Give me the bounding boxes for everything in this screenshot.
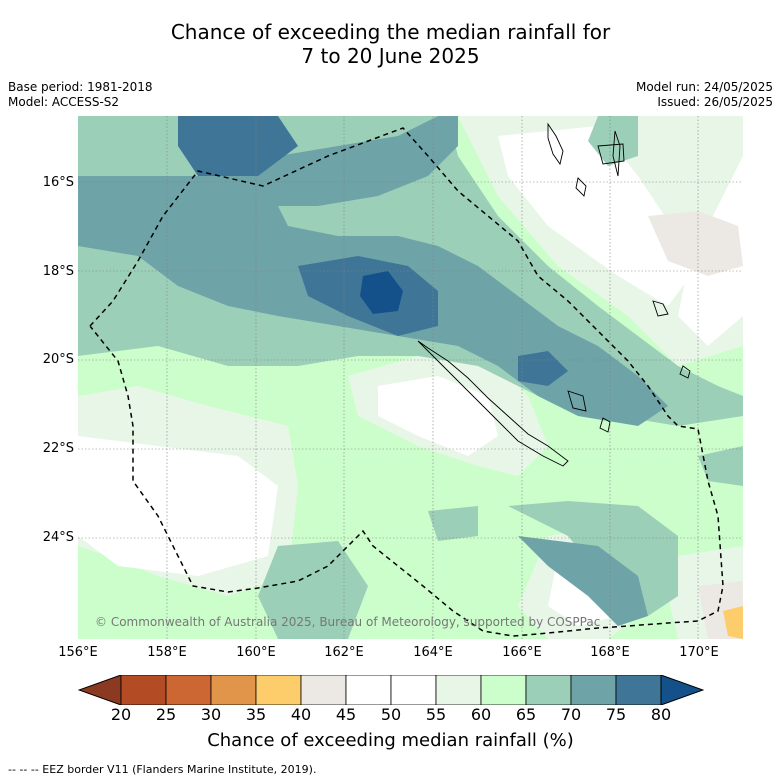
lon-label-156e: 156°E xyxy=(48,645,108,660)
colorbar-cell xyxy=(436,675,481,705)
model-name: Model: ACCESS-S2 xyxy=(8,95,153,110)
lat-label-20s: 20°S xyxy=(36,352,74,367)
colorbar-cell xyxy=(391,675,436,705)
colorbar-cell xyxy=(256,675,301,705)
colorbar-tick-label: 20 xyxy=(101,705,141,724)
colorbar-under-triangle xyxy=(79,675,121,705)
colorbar-tick-label: 25 xyxy=(146,705,186,724)
colorbar-cell xyxy=(571,675,616,705)
lon-label-164e: 164°E xyxy=(403,645,463,660)
colorbar-tick-label: 60 xyxy=(461,705,501,724)
colorbar-cell xyxy=(346,675,391,705)
colorbar-cell xyxy=(526,675,571,705)
model-run: Model run: 24/05/2025 xyxy=(636,80,773,95)
colorbar-over-triangle xyxy=(661,675,703,705)
map-canvas xyxy=(78,116,743,639)
colorbar xyxy=(78,675,704,705)
colorbar-cell xyxy=(616,675,661,705)
colorbar-tick-label: 55 xyxy=(416,705,456,724)
colorbar-tick-label: 65 xyxy=(506,705,546,724)
colorbar-tick-label: 70 xyxy=(551,705,591,724)
lon-label-160e: 160°E xyxy=(226,645,286,660)
colorbar-cell xyxy=(166,675,211,705)
colorbar-cell xyxy=(211,675,256,705)
colorbar-tick-label: 45 xyxy=(326,705,366,724)
lon-label-170e: 170°E xyxy=(669,645,729,660)
title-line-2: 7 to 20 June 2025 xyxy=(0,44,781,68)
lat-label-24s: 24°S xyxy=(36,530,74,545)
map-title: Chance of exceeding the median rainfall … xyxy=(0,20,781,68)
lon-label-166e: 166°E xyxy=(492,645,552,660)
colorbar-tick-label: 30 xyxy=(191,705,231,724)
base-period: Base period: 1981-2018 xyxy=(8,80,153,95)
issued-date: Issued: 26/05/2025 xyxy=(636,95,773,110)
colorbar-tick-label: 35 xyxy=(236,705,276,724)
meta-left: Base period: 1981-2018 Model: ACCESS-S2 xyxy=(8,80,153,110)
lon-label-162e: 162°E xyxy=(314,645,374,660)
colorbar-title: Chance of exceeding median rainfall (%) xyxy=(0,730,781,751)
colorbar-tick-label: 75 xyxy=(596,705,636,724)
copyright-notice: © Commonwealth of Australia 2025, Bureau… xyxy=(95,615,600,629)
lon-label-168e: 168°E xyxy=(580,645,640,660)
colorbar-cell xyxy=(481,675,526,705)
colorbar-cells xyxy=(79,675,703,705)
colorbar-tick-label: 40 xyxy=(281,705,321,724)
rainfall-map xyxy=(78,116,743,639)
meta-right: Model run: 24/05/2025 Issued: 26/05/2025 xyxy=(636,80,773,110)
title-line-1: Chance of exceeding the median rainfall … xyxy=(0,20,781,44)
colorbar-cell xyxy=(121,675,166,705)
eez-legend: -- -- -- EEZ border V11 (Flanders Marine… xyxy=(8,763,316,776)
colorbar-tick-label: 50 xyxy=(371,705,411,724)
lat-label-18s: 18°S xyxy=(36,264,74,279)
colorbar-tick-label: 80 xyxy=(641,705,681,724)
colorbar-cell xyxy=(301,675,346,705)
lon-label-158e: 158°E xyxy=(137,645,197,660)
lat-label-16s: 16°S xyxy=(36,175,74,190)
lat-label-22s: 22°S xyxy=(36,441,74,456)
